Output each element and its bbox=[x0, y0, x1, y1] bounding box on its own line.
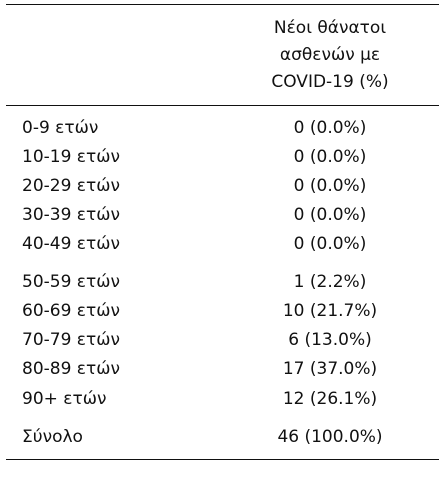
row-label: 40-49 ετών bbox=[22, 234, 120, 254]
row-value: 0 (0.0%) bbox=[293, 205, 367, 225]
row-label: 90+ ετών bbox=[22, 389, 107, 409]
column-header: Νέοι θάνατοι ασθενών με COVID-19 (%) bbox=[245, 15, 415, 96]
row-value: 1 (2.2%) bbox=[293, 272, 367, 292]
row-label: 20-29 ετών bbox=[22, 176, 120, 196]
row-label: 50-59 ετών bbox=[22, 272, 120, 292]
table-row: 50-59 ετών 1 (2.2%) bbox=[0, 269, 444, 295]
table-row: 30-39 ετών 0 (0.0%) bbox=[0, 202, 444, 228]
row-value: 10 (21.7%) bbox=[282, 301, 378, 321]
table-row: 80-89 ετών 17 (37.0%) bbox=[0, 356, 444, 382]
header-rule bbox=[6, 105, 439, 106]
table-row-total: Σύνολο 46 (100.0%) bbox=[0, 424, 444, 450]
table-row: 40-49 ετών 0 (0.0%) bbox=[0, 231, 444, 257]
column-header-line-2: ασθενών με bbox=[279, 45, 381, 65]
row-label: Σύνολο bbox=[22, 427, 83, 447]
table-row: 20-29 ετών 0 (0.0%) bbox=[0, 173, 444, 199]
row-value: 6 (13.0%) bbox=[288, 330, 372, 350]
row-label: 10-19 ετών bbox=[22, 147, 120, 167]
row-value: 0 (0.0%) bbox=[293, 118, 367, 138]
table-row: 90+ ετών 12 (26.1%) bbox=[0, 386, 444, 412]
row-label: 80-89 ετών bbox=[22, 359, 120, 379]
column-header-line-1: Νέοι θάνατοι bbox=[273, 18, 387, 38]
row-value: 17 (37.0%) bbox=[282, 359, 378, 379]
row-label: 60-69 ετών bbox=[22, 301, 120, 321]
row-value: 0 (0.0%) bbox=[293, 147, 367, 167]
row-label: 30-39 ετών bbox=[22, 205, 120, 225]
row-value: 12 (26.1%) bbox=[282, 389, 378, 409]
row-label: 0-9 ετών bbox=[22, 118, 99, 138]
top-rule bbox=[6, 4, 439, 5]
table-row: 60-69 ετών 10 (21.7%) bbox=[0, 298, 444, 324]
row-label: 70-79 ετών bbox=[22, 330, 120, 350]
row-value: 0 (0.0%) bbox=[293, 176, 367, 196]
row-value: 0 (0.0%) bbox=[293, 234, 367, 254]
table-row: 0-9 ετών 0 (0.0%) bbox=[0, 115, 444, 141]
table-row: 10-19 ετών 0 (0.0%) bbox=[0, 144, 444, 170]
bottom-rule bbox=[6, 459, 439, 460]
table-row: 70-79 ετών 6 (13.0%) bbox=[0, 327, 444, 353]
row-value: 46 (100.0%) bbox=[277, 427, 383, 447]
column-header-line-3: COVID-19 (%) bbox=[271, 72, 389, 92]
